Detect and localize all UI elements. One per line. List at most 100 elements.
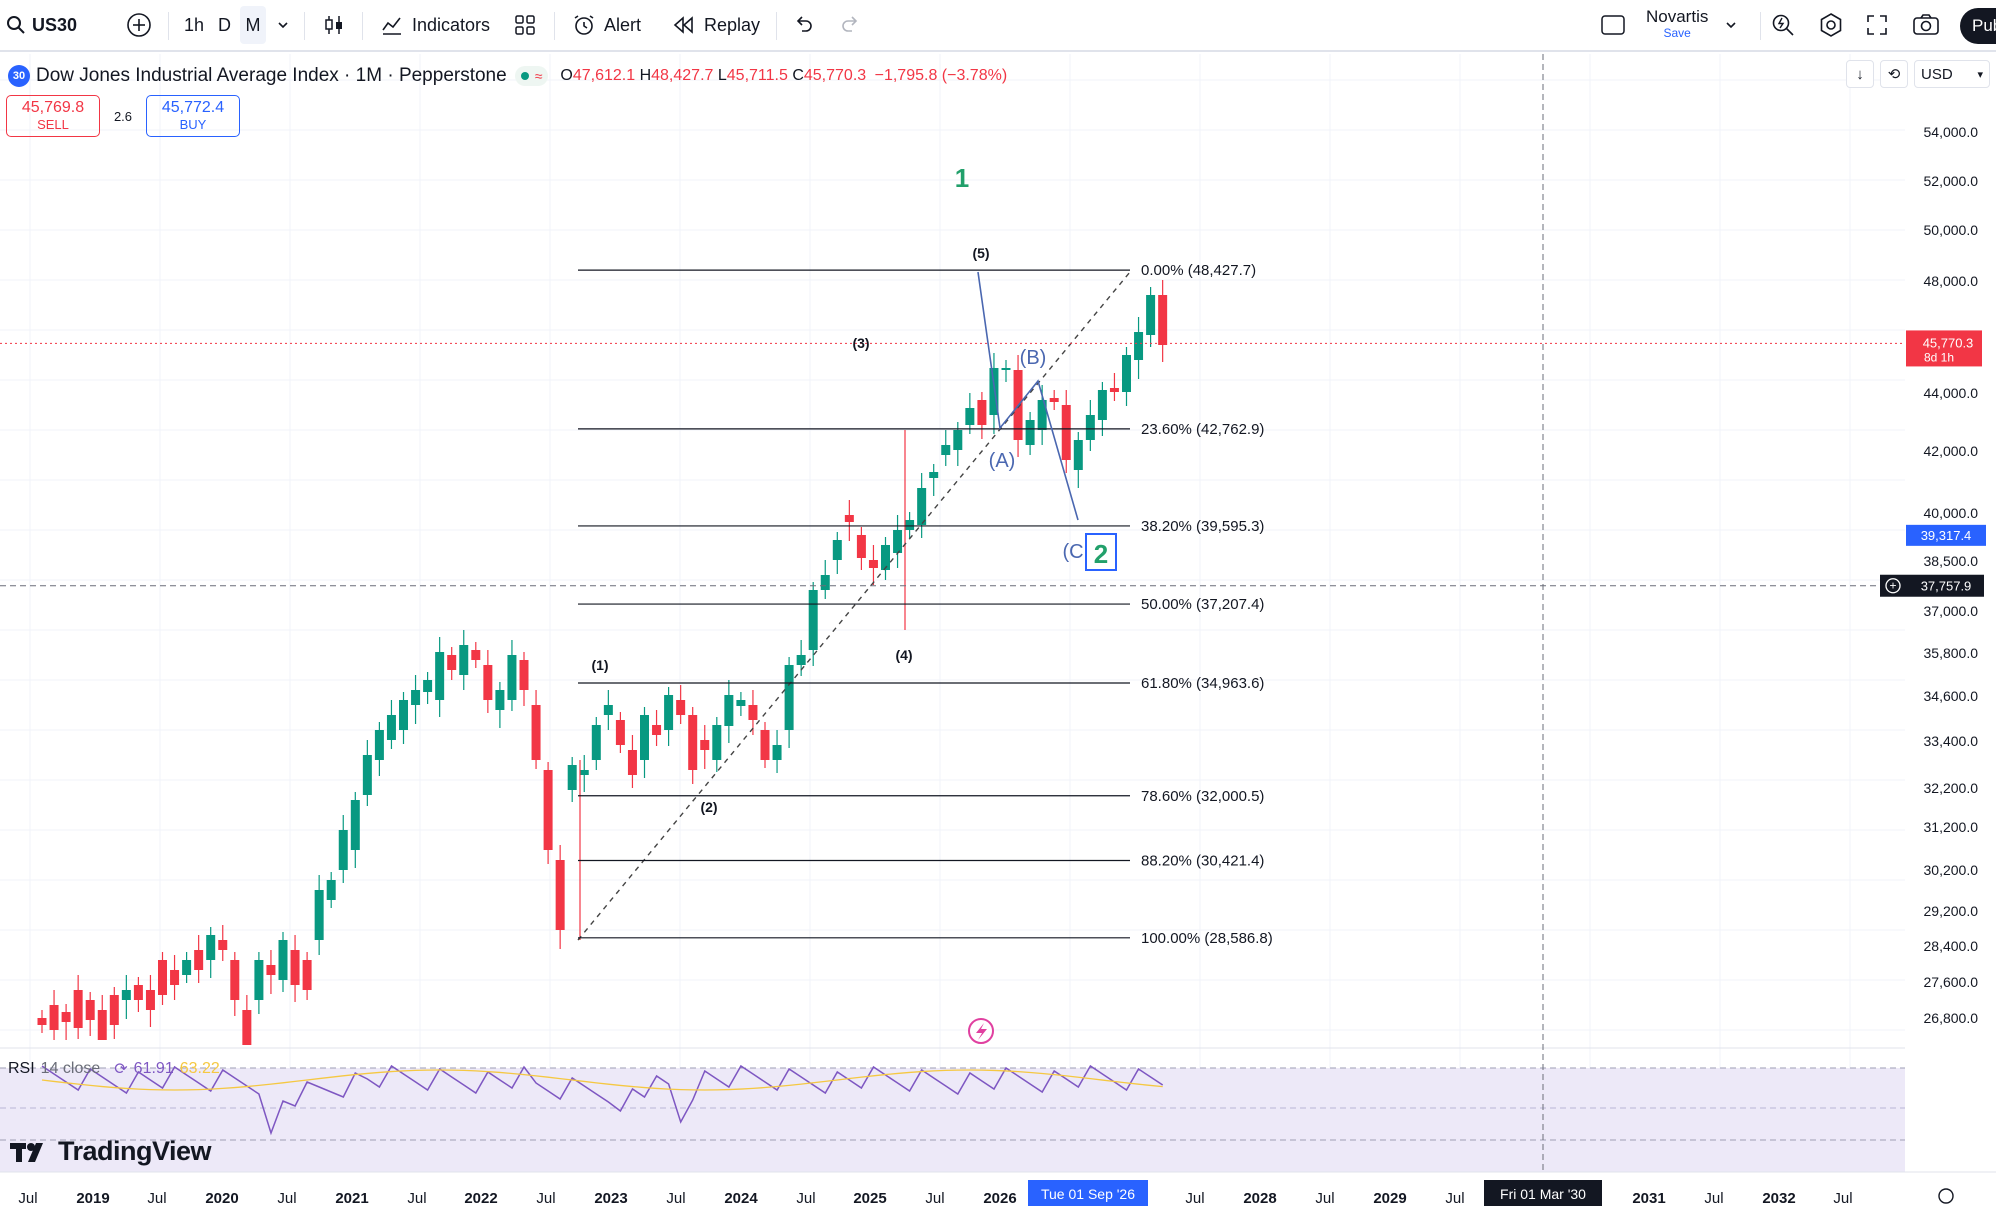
wave-2-box (1085, 533, 1117, 571)
sell-button[interactable]: 45,769.8 SELL (6, 95, 100, 137)
interval-d-button[interactable]: D (218, 0, 231, 50)
time-highlight-badge (1028, 1180, 1148, 1206)
time-tick-label: 2024 (724, 1190, 758, 1207)
price-tick-label: 42,000.0 (1924, 443, 1979, 459)
candle-down (145, 990, 155, 1010)
candle-up (603, 705, 613, 715)
redo-button[interactable] (840, 0, 862, 50)
publish-button[interactable]: Pub (1960, 8, 1996, 44)
price-tick-label: 35,800.0 (1924, 645, 1979, 661)
fullscreen-button[interactable] (1866, 0, 1888, 50)
replay-label: Replay (704, 14, 761, 35)
market-status[interactable]: ≈ (514, 66, 549, 86)
rsi-params: 14 close (40, 1060, 101, 1077)
wave-1-label: 1 (955, 163, 969, 193)
candle-down (748, 705, 758, 720)
fib-level-label: 88.20% (30,421.4) (1141, 852, 1264, 869)
alert-label: Alert (604, 14, 642, 35)
time-tick-label: 2029 (1373, 1190, 1406, 1207)
snapshot-button[interactable] (1912, 0, 1940, 50)
open-value: 47,612.1 (572, 67, 636, 84)
time-tick-label: Jul (1833, 1190, 1852, 1207)
buy-button[interactable]: 45,772.4 BUY (146, 95, 240, 137)
abc-projection (977, 271, 1079, 521)
indicators-button[interactable]: Indicators (380, 0, 490, 50)
symbol-search[interactable]: US30 (6, 0, 77, 50)
candle-down (543, 770, 553, 850)
candle-up (953, 430, 963, 450)
fib-level-label: 0.00% (48,427.7) (1141, 262, 1256, 279)
close-key: C (792, 67, 804, 84)
time-highlight-label: Tue 01 Sep '26 (1041, 1186, 1135, 1202)
line-price-badge (1906, 524, 1986, 546)
candle-up (941, 445, 951, 455)
candle-up (1122, 355, 1131, 392)
camera-icon (1912, 13, 1940, 37)
time-tick-label: Jul (1315, 1190, 1334, 1207)
alert-button[interactable]: Alert (572, 0, 641, 50)
reset-scale-button[interactable]: ⟲ (1880, 60, 1908, 88)
arrow-down-icon: ↓ (1856, 65, 1864, 83)
candle-up (772, 745, 782, 760)
legend-title[interactable]: Dow Jones Industrial Average Index · 1M … (36, 65, 507, 86)
candle-down (844, 515, 854, 522)
candle-up (808, 590, 818, 650)
candle-down (471, 650, 481, 660)
crosshair-price-badge (1880, 574, 1984, 597)
fib-level-label: 38.20% (39,595.3) (1141, 518, 1264, 535)
chart-type-button[interactable] (322, 0, 346, 50)
price-tick-label: 26,800.0 (1924, 1010, 1979, 1026)
spread-value: 2.6 (113, 108, 133, 124)
separator (1760, 12, 1761, 40)
bolt-search-icon (1770, 12, 1796, 38)
interval-1h-label: 1h (184, 14, 205, 35)
candle-down (242, 1010, 252, 1045)
wave-v-label: (5) (972, 245, 989, 261)
candle-up (736, 700, 746, 706)
time-tick-label: Jul (666, 1190, 685, 1207)
candle-up (411, 690, 421, 705)
time-tick-label: 2028 (1243, 1190, 1276, 1207)
search-icon (6, 15, 26, 35)
interval-m-button[interactable]: M (240, 6, 266, 44)
time-tick-label: 2023 (594, 1190, 627, 1207)
layout-square-icon (1600, 14, 1626, 36)
rsi-label[interactable]: RSI (8, 1060, 35, 1077)
last-price-badge (1906, 330, 1982, 367)
refresh-icon: ⟲ (1887, 66, 1901, 83)
candle-up (712, 725, 722, 760)
plus-icon: + (1889, 579, 1896, 593)
candle-up (881, 545, 890, 570)
candle-down (760, 730, 770, 760)
plus-circle-icon (1885, 578, 1901, 594)
interval-dropdown[interactable] (276, 0, 290, 50)
candle-up (567, 765, 577, 790)
time-tick-label: 2019 (76, 1190, 109, 1207)
settings-button[interactable] (1818, 0, 1844, 50)
price-chart[interactable]: 80.0040.000.00% (48,427.7)23.60% (42,762… (0, 54, 1996, 1212)
candle-up (435, 652, 445, 700)
candle-up (1001, 368, 1011, 370)
replay-button[interactable]: Replay (672, 0, 760, 50)
undo-icon (792, 14, 814, 36)
candle-down (73, 990, 83, 1028)
interval-1h-button[interactable]: 1h (184, 0, 204, 50)
market-open-dot-icon (520, 72, 529, 80)
templates-button[interactable] (514, 0, 536, 50)
currency-select[interactable]: USD ▾ (1914, 60, 1990, 88)
wave-ii-label: (2) (700, 799, 717, 815)
change-value: −1,795.8 (−3.78%) (874, 67, 1008, 84)
tradingview-logo[interactable]: TradingView (10, 1136, 212, 1167)
redo-icon (840, 14, 862, 36)
price-tick-label: 34,600.0 (1924, 688, 1979, 704)
download-button[interactable]: ↓ (1846, 60, 1874, 88)
candle-up (423, 680, 433, 692)
time-tick-label: Jul (1445, 1190, 1464, 1207)
candle-down (133, 985, 143, 1000)
undo-button[interactable] (792, 0, 814, 50)
add-symbol-button[interactable] (126, 0, 152, 50)
quick-search-button[interactable] (1770, 0, 1796, 50)
candle-down (688, 715, 698, 770)
candle-up (1025, 420, 1035, 445)
layout-select-button[interactable]: Novartis Save (1600, 0, 1738, 50)
